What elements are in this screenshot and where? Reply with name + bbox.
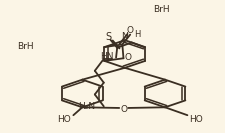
Text: BrH: BrH (17, 42, 34, 51)
Text: HO: HO (189, 115, 203, 124)
Text: O: O (120, 105, 127, 114)
Text: HN: HN (100, 52, 114, 61)
Text: S: S (105, 32, 111, 42)
Text: HO: HO (58, 115, 71, 124)
Text: N: N (122, 32, 128, 41)
Text: BrH: BrH (153, 5, 170, 14)
Text: O: O (127, 26, 134, 35)
Text: O: O (125, 53, 132, 62)
Text: H₂N: H₂N (78, 102, 95, 111)
Text: H: H (134, 30, 141, 39)
